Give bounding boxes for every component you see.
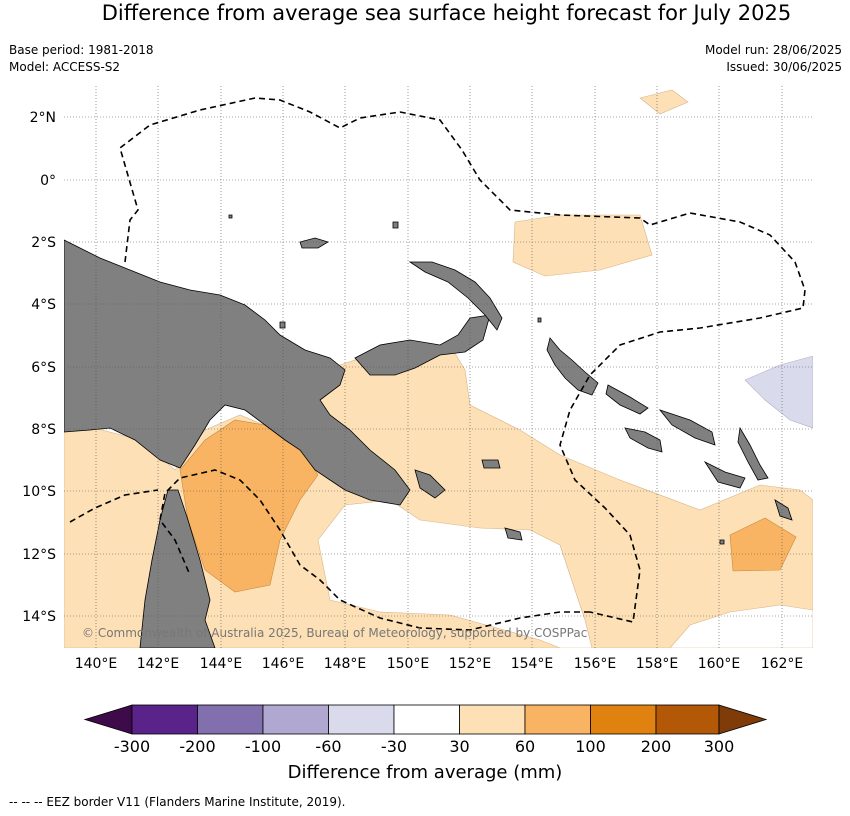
lat-label-6s: 6°S — [31, 360, 56, 376]
eez-border-png-north — [119, 97, 806, 623]
colorbar-bin-3 — [262, 704, 329, 735]
colorbar-bin-8 — [590, 704, 657, 735]
colorbar-bin-7 — [524, 704, 591, 735]
lon-label-146e: 146°E — [262, 656, 305, 672]
lat-label-12s: 12°S — [22, 547, 56, 563]
lat-label-8s: 8°S — [31, 422, 56, 438]
lat-label-4s: 4°S — [31, 297, 56, 313]
lon-label-148e: 148°E — [324, 656, 367, 672]
colorbar-tick-100: 100 — [575, 737, 606, 756]
anomaly-30-60-north-patch — [512, 214, 653, 277]
model-name: Model: ACCESS-S2 — [9, 60, 121, 74]
anomaly-60-100-east — [729, 517, 797, 572]
lon-label-156e: 156°E — [574, 656, 617, 672]
right-metadata: Model run: 28/06/2025 Issued: 30/06/2025 — [705, 42, 842, 76]
colorbar-tick--60: -60 — [315, 737, 341, 756]
eez-border — [69, 97, 806, 631]
colorbar-extend-high — [718, 704, 768, 735]
below-30-gap — [317, 499, 593, 648]
solomon-island-1 — [605, 384, 649, 415]
gridlines — [64, 86, 813, 648]
dentrecasteaux-islands — [414, 459, 523, 541]
colorbar-tick--30: -30 — [381, 737, 407, 756]
colorbar-title: Difference from average (mm) — [288, 762, 563, 783]
bougainville-island — [546, 337, 599, 396]
colorbar-tick-200: 200 — [641, 737, 672, 756]
manus-island — [299, 237, 329, 249]
lat-label-2s: 2°S — [31, 235, 56, 251]
lon-label-144e: 144°E — [200, 656, 243, 672]
left-metadata: Base period: 1981-2018 Model: ACCESS-S2 — [9, 42, 154, 76]
colorbar-tick--300: -300 — [114, 737, 150, 756]
lon-label-152e: 152°E — [449, 656, 492, 672]
solomon-island-5 — [737, 426, 769, 481]
australia-cape-york — [139, 489, 216, 648]
lon-label-162e: 162°E — [761, 656, 804, 672]
eez-footnote: -- -- -- EEZ border V11 (Flanders Marine… — [9, 795, 346, 809]
colorbar-tick--200: -200 — [179, 737, 215, 756]
colorbar-tick-30: 30 — [449, 737, 469, 756]
solomon-island-4 — [703, 460, 746, 489]
solomon-island-6 — [774, 499, 793, 521]
lat-label-2n: 2°N — [30, 110, 56, 126]
map-area — [64, 86, 813, 648]
colorbar-bin-5 — [393, 704, 460, 735]
lon-label-150e: 150°E — [387, 656, 430, 672]
small-islands — [228, 214, 725, 545]
lon-label-140e: 140°E — [75, 656, 118, 672]
anomaly-60-100-region — [179, 419, 319, 593]
colorbar-bin-4 — [328, 704, 395, 735]
new-guinea-land — [64, 239, 411, 506]
lon-label-154e: 154°E — [511, 656, 554, 672]
colorbar-bin-9 — [655, 704, 720, 735]
colorbar-bin-1 — [131, 704, 198, 735]
solomon-island-3 — [624, 427, 663, 453]
colorbar-tick-60: 60 — [515, 737, 535, 756]
anomaly-30-60-small-patch — [639, 89, 689, 115]
new-britain-island — [354, 314, 491, 376]
lon-label-142e: 142°E — [137, 656, 180, 672]
lat-label-10s: 10°S — [22, 484, 56, 500]
map-title: Difference from average sea surface heig… — [101, 1, 792, 25]
copyright-text: © Commonwealth of Australia 2025, Bureau… — [82, 626, 587, 640]
eez-border-png-south — [159, 469, 590, 631]
eez-border-west — [69, 489, 159, 523]
colorbar-bin-2 — [197, 704, 264, 735]
lat-label-14s: 14°S — [22, 609, 56, 625]
base-period: Base period: 1981-2018 — [9, 43, 154, 57]
lon-label-158e: 158°E — [636, 656, 679, 672]
lon-label-160e: 160°E — [698, 656, 741, 672]
model-run: Model run: 28/06/2025 — [704, 43, 842, 57]
colorbar: -300 -200 -100 -60 -30 30 60 100 200 300… — [83, 704, 768, 783]
lat-label-0: 0° — [40, 173, 56, 189]
colorbar-extend-low — [83, 704, 133, 735]
issued-date: Issued: 30/06/2025 — [726, 60, 842, 74]
new-ireland-island — [408, 261, 503, 331]
colorbar-tick--100: -100 — [245, 737, 281, 756]
anomaly-negative-region — [744, 355, 813, 429]
colorbar-bin-6 — [459, 704, 526, 735]
solomon-island-2 — [658, 409, 716, 446]
below-30-gap-east — [669, 604, 813, 648]
colorbar-tick-300: 300 — [704, 737, 735, 756]
